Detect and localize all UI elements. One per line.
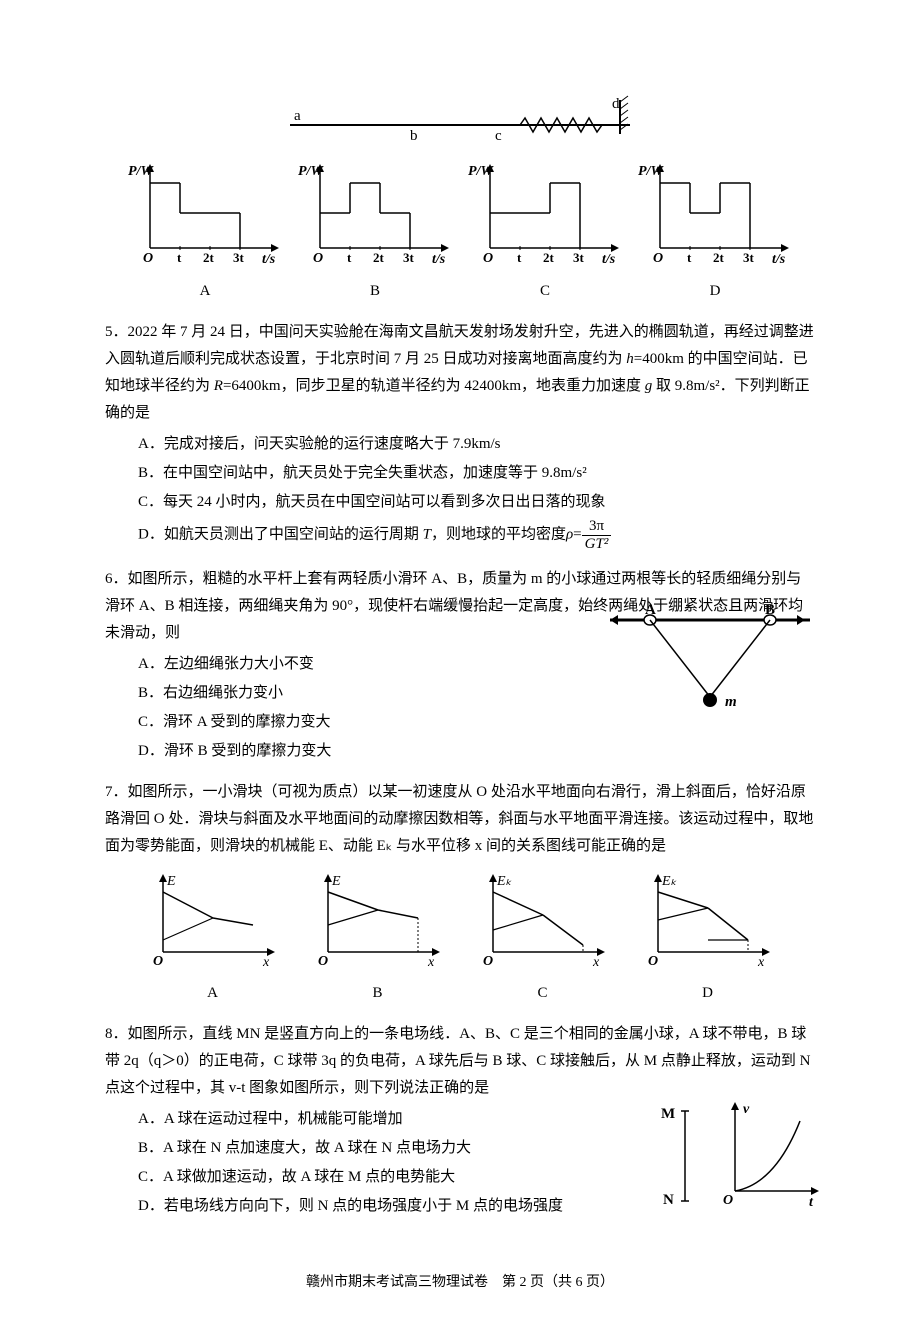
svg-text:O: O bbox=[318, 954, 328, 969]
svg-text:x: x bbox=[592, 955, 600, 970]
svg-text:N: N bbox=[663, 1192, 674, 1208]
svg-text:t/s: t/s bbox=[262, 252, 276, 267]
question-5: 5．2022 年 7 月 24 日，中国问天实验舱在海南文昌航天发射场发射升空，… bbox=[105, 319, 815, 552]
q8-opt-D: D．若电场线方向向下，则 N 点的电场强度小于 M 点的电场强度 bbox=[138, 1193, 616, 1220]
q6-num: 6． bbox=[105, 571, 128, 587]
svg-text:B: B bbox=[765, 602, 775, 618]
svg-text:Eₖ: Eₖ bbox=[661, 874, 678, 889]
svg-text:O: O bbox=[153, 954, 163, 969]
q8-body: 如图所示，直线 MN 是竖直方向上的一条电场线．A、B、C 是三个相同的金属小球… bbox=[105, 1026, 810, 1096]
q6-figure: A B m bbox=[605, 602, 815, 727]
top-diagram: a b c d bbox=[105, 90, 815, 150]
svg-text:2t: 2t bbox=[203, 250, 215, 265]
q5-opt-D: D．如航天员测出了中国空间站的运行周期 T，则地球的平均密度ρ=3πGT² bbox=[138, 518, 815, 552]
svg-text:t: t bbox=[517, 250, 522, 265]
svg-text:t/s: t/s bbox=[772, 252, 786, 267]
pw-chart-A: P/W t/s O t 2t 3t A bbox=[125, 158, 285, 305]
svg-text:O: O bbox=[143, 251, 153, 266]
svg-text:m: m bbox=[725, 694, 737, 710]
label-d: d bbox=[612, 96, 620, 112]
svg-text:O: O bbox=[313, 251, 323, 266]
q5-opt-A: A．完成对接后，问天实验舱的运行速度略大于 7.9km/s bbox=[138, 431, 815, 458]
q7-body: 如图所示，一小滑块（可视为质点）以某一初速度从 O 处沿水平地面向右滑行，滑上斜… bbox=[105, 784, 813, 854]
svg-text:Eₖ: Eₖ bbox=[496, 874, 513, 889]
pw-label-D: D bbox=[635, 278, 795, 305]
q6-opt-D: D．滑环 B 受到的摩擦力变大 bbox=[138, 738, 531, 765]
svg-text:2t: 2t bbox=[543, 250, 555, 265]
svg-text:P/W: P/W bbox=[468, 164, 494, 179]
page-footer: 赣州市期末考试高三物理试卷 第 2 页（共 6 页） bbox=[105, 1270, 815, 1295]
q8-opt-A: A．A 球在运动过程中，机械能可能增加 bbox=[138, 1106, 616, 1133]
svg-text:O: O bbox=[648, 954, 658, 969]
q8-opt-B: B．A 球在 N 点加速度大，故 A 球在 N 点电场力大 bbox=[138, 1135, 616, 1162]
label-b: b bbox=[410, 128, 418, 144]
svg-text:E: E bbox=[166, 874, 176, 889]
svg-text:t/s: t/s bbox=[432, 252, 446, 267]
svg-text:2t: 2t bbox=[373, 250, 385, 265]
svg-text:E: E bbox=[331, 874, 341, 889]
svg-text:3t: 3t bbox=[233, 250, 245, 265]
svg-text:t: t bbox=[347, 250, 352, 265]
svg-text:x: x bbox=[757, 955, 765, 970]
q5-h: h bbox=[626, 351, 634, 367]
q5-R: R bbox=[214, 378, 223, 394]
svg-text:3t: 3t bbox=[403, 250, 415, 265]
question-8: 8．如图所示，直线 MN 是竖直方向上的一条电场线．A、B、C 是三个相同的金属… bbox=[105, 1021, 815, 1220]
svg-text:t: t bbox=[809, 1195, 814, 1210]
q7-chart-A: E x O A bbox=[143, 870, 283, 1007]
pw-chart-D: P/W t/s O t 2t 3t D bbox=[635, 158, 795, 305]
pw-label-B: B bbox=[295, 278, 455, 305]
label-c: c bbox=[495, 128, 502, 144]
question-7: 7．如图所示，一小滑块（可视为质点）以某一初速度从 O 处沿水平地面向右滑行，滑… bbox=[105, 779, 815, 1007]
label-a: a bbox=[294, 108, 301, 124]
q6-opt-B: B．右边细绳张力变小 bbox=[138, 680, 531, 707]
svg-text:v: v bbox=[743, 1102, 750, 1117]
question-6: 6．如图所示，粗糙的水平杆上套有两轻质小滑环 A、B，质量为 m 的小球通过两根… bbox=[105, 566, 815, 765]
pw-chart-B: P/W t/s O t 2t 3t B bbox=[295, 158, 455, 305]
q6-opt-C: C．滑环 A 受到的摩擦力变大 bbox=[138, 709, 531, 736]
pw-chart-C: P/W t/s O t 2t 3t C bbox=[465, 158, 625, 305]
pw-label-C: C bbox=[465, 278, 625, 305]
svg-text:M: M bbox=[661, 1106, 675, 1122]
svg-text:t: t bbox=[177, 250, 182, 265]
svg-text:x: x bbox=[262, 955, 270, 970]
q8-opt-C: C．A 球做加速运动，故 A 球在 M 点的电势能大 bbox=[138, 1164, 616, 1191]
svg-text:O: O bbox=[483, 954, 493, 969]
svg-text:x: x bbox=[427, 955, 435, 970]
svg-text:P/W: P/W bbox=[128, 164, 154, 179]
pw-label-A: A bbox=[125, 278, 285, 305]
svg-text:P/W: P/W bbox=[638, 164, 664, 179]
svg-text:2t: 2t bbox=[713, 250, 725, 265]
q8-figure: M N v t O bbox=[645, 1096, 825, 1226]
abcd-svg: a b c d bbox=[280, 90, 640, 150]
svg-text:t/s: t/s bbox=[602, 252, 616, 267]
svg-text:3t: 3t bbox=[743, 250, 755, 265]
svg-text:A: A bbox=[645, 602, 656, 618]
q6-opt-A: A．左边细绳张力大小不变 bbox=[138, 651, 531, 678]
svg-text:P/W: P/W bbox=[298, 164, 324, 179]
q5-num: 5． bbox=[105, 324, 128, 340]
svg-text:O: O bbox=[723, 1193, 733, 1208]
q7-chart-C: Eₖ x O C bbox=[473, 870, 613, 1007]
q7-num: 7． bbox=[105, 784, 128, 800]
q7-chart-B: E x O B bbox=[308, 870, 448, 1007]
svg-text:O: O bbox=[483, 251, 493, 266]
svg-text:t: t bbox=[687, 250, 692, 265]
q8-num: 8． bbox=[105, 1026, 128, 1042]
svg-text:3t: 3t bbox=[573, 250, 585, 265]
q5-body-3: =6400km，同步卫星的轨道半径约为 42400km，地表重力加速度 bbox=[223, 378, 645, 394]
pw-charts-row: P/W t/s O t 2t 3t A P/W t/s bbox=[105, 158, 815, 305]
q7-chart-D: Eₖ x O D bbox=[638, 870, 778, 1007]
q5-opt-B: B．在中国空间站中，航天员处于完全失重状态，加速度等于 9.8m/s² bbox=[138, 460, 815, 487]
q5-opt-C: C．每天 24 小时内，航天员在中国空间站可以看到多次日出日落的现象 bbox=[138, 489, 815, 516]
svg-text:O: O bbox=[653, 251, 663, 266]
